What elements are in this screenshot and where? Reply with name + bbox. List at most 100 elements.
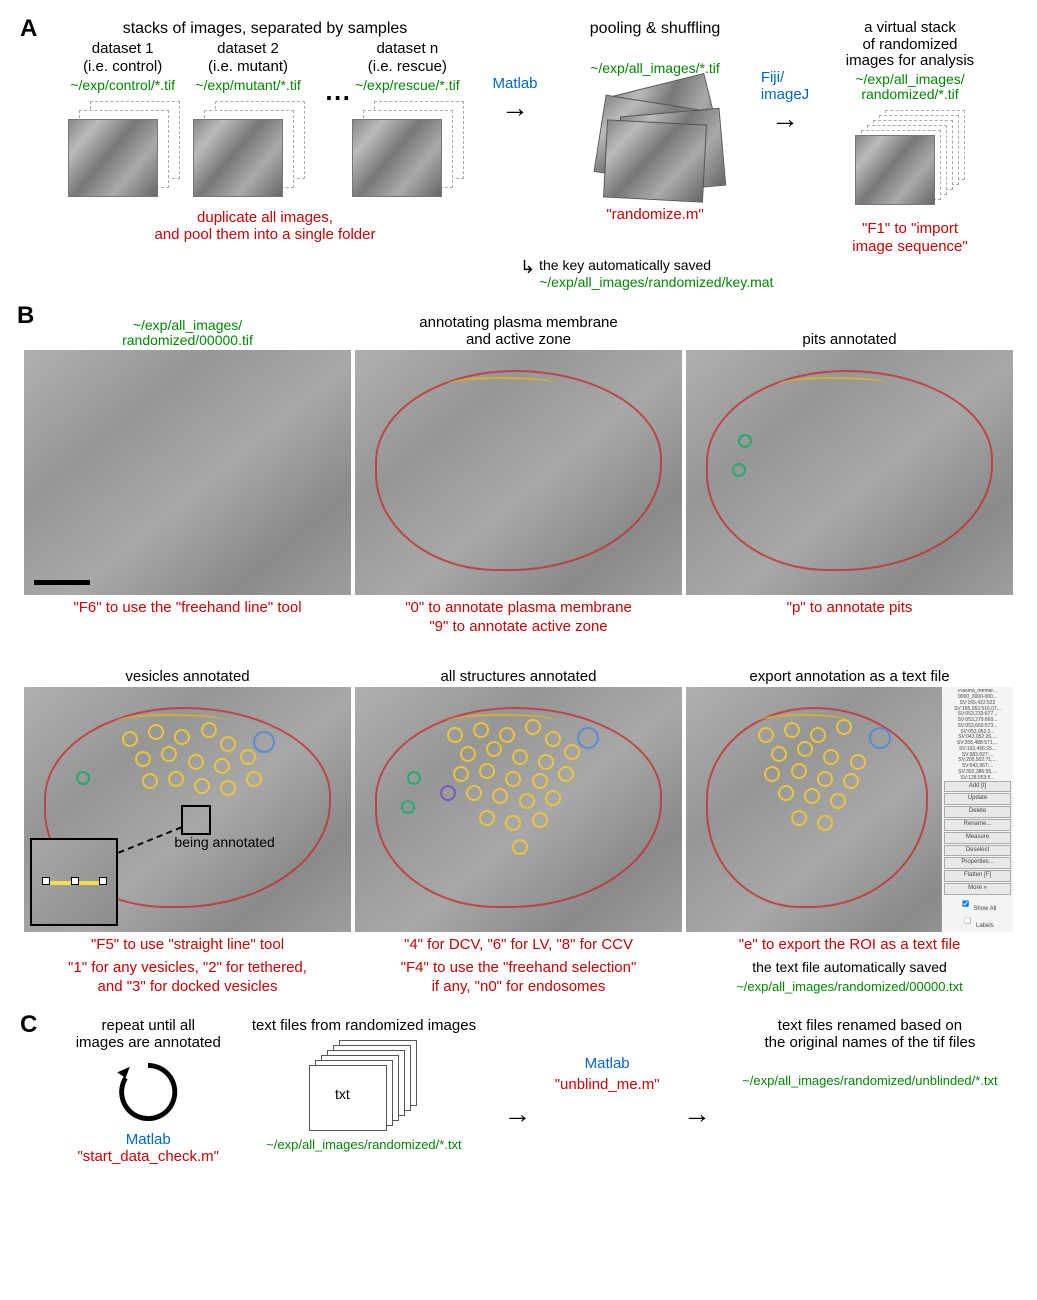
roi-button[interactable]: Add [t]: [944, 781, 1011, 793]
roi-button[interactable]: Properties...: [944, 857, 1011, 869]
vesicle-marker: [810, 727, 826, 743]
roi-button[interactable]: Delete: [944, 806, 1011, 818]
b-r2c2-bot2: "F4" to use the "freehand selection" if …: [355, 959, 682, 997]
c-col2-path: ~/exp/all_images/randomized/*.txt: [236, 1137, 491, 1152]
being-annotated-label: being annotated: [174, 834, 274, 850]
arrow-1: →: [501, 92, 529, 124]
c-col4-top: text files renamed based on the original…: [723, 1017, 1017, 1052]
callout-box: [181, 805, 211, 835]
vesicle-marker: [240, 749, 256, 765]
em-img-all: [355, 687, 682, 932]
randomize-script: "randomize.m": [560, 206, 750, 223]
panel-b-letter: B: [17, 302, 34, 330]
vesicle-marker: [823, 749, 839, 765]
vesicle-marker: [791, 763, 807, 779]
vesicle-marker: [532, 773, 548, 789]
pit-marker: [738, 434, 752, 448]
roi-showall: Show All: [973, 906, 996, 912]
arrow-c2: →: [671, 1098, 723, 1130]
dsn-stack: [352, 101, 462, 201]
membrane-outline-4: [375, 707, 663, 908]
pit-marker: [76, 771, 90, 785]
vesicle-marker: [545, 790, 561, 806]
b-r2c2-bot1: "4" for DCV, "6" for LV, "8" for CCV: [355, 936, 682, 955]
c-col2-top: text files from randomized images: [236, 1017, 491, 1034]
b-r2c3-path: ~/exp/all_images/randomized/00000.txt: [686, 979, 1013, 995]
roi-button[interactable]: Measure: [944, 832, 1011, 844]
arrow-c1: →: [491, 1098, 543, 1130]
c-col4-path: ~/exp/all_images/randomized/unblinded/*.…: [723, 1073, 1017, 1088]
scale-bar: [34, 580, 90, 585]
vesicle-marker: [564, 744, 580, 760]
dup-note: duplicate all images, and pool them into…: [60, 209, 470, 243]
pool-pile: [585, 82, 725, 202]
pit-marker: [407, 771, 421, 785]
b-r1c3-top: pits annotated: [802, 331, 896, 348]
vesicle-marker: [817, 771, 833, 787]
ds2-title: dataset 2 (i.e. mutant): [185, 40, 310, 75]
b-r1c1-bot: "F6" to use the "freehand line" tool: [24, 599, 351, 618]
tool-fiji: Fiji/ imageJ: [761, 70, 809, 103]
tool-matlab-1: Matlab: [492, 75, 537, 92]
inset-handle: [42, 877, 50, 885]
roi-list: Plasma_membr...0000_0000-000...SV:165,42…: [944, 689, 1011, 779]
roi-button[interactable]: Update: [944, 793, 1011, 805]
roi-button[interactable]: Rename...: [944, 819, 1011, 831]
vesicle-marker: [201, 722, 217, 738]
membrane-outline-2: [706, 370, 994, 571]
dsn-title: dataset n (i.e. rescue): [345, 40, 470, 75]
panel-a: A stacks of images, separated by samples…: [20, 15, 1017, 290]
membrane-outline: [375, 370, 663, 571]
ds2-path: ~/exp/mutant/*.tif: [185, 77, 310, 93]
roi-button[interactable]: Deselect: [944, 845, 1011, 857]
b-r1c2-bot: "0" to annotate plasma membrane "9" to a…: [355, 599, 682, 637]
c-script-1: "start_data_check.m": [60, 1148, 236, 1165]
pit-marker: [732, 463, 746, 477]
vesicle-marker: [784, 722, 800, 738]
roi-labels: Labels: [976, 923, 994, 929]
vesicle-marker: [214, 758, 230, 774]
a-head-virtual: a virtual stack of randomized images for…: [820, 20, 1000, 70]
b-r2c2-top: all structures annotated: [441, 668, 597, 685]
ds1-stack: [68, 101, 178, 201]
roi-button[interactable]: More »: [944, 883, 1011, 895]
vesicle-marker: [142, 773, 158, 789]
panel-c: C repeat until all images are annotated …: [20, 1017, 1017, 1166]
pit-marker: [401, 800, 415, 814]
roi-button[interactable]: Flatten [F]: [944, 870, 1011, 882]
vesicle-marker: [532, 812, 548, 828]
em-img-membrane: [355, 350, 682, 595]
vesicle-marker: [758, 727, 774, 743]
ds1-title: dataset 1 (i.e. control): [60, 40, 185, 75]
cycle-arrow-icon: [113, 1057, 183, 1127]
vesicle-marker: [791, 810, 807, 826]
inset-handle: [99, 877, 107, 885]
a-head-stacks: stacks of images, separated by samples: [60, 20, 470, 38]
key-path: ~/exp/all_images/randomized/key.mat: [539, 274, 773, 290]
b-r2c3-top: export annotation as a text file: [749, 668, 949, 685]
b-r1c3-bot: "p" to annotate pits: [686, 599, 1013, 618]
c-tool-matlab-2: Matlab: [543, 1055, 670, 1072]
b-r1c2-top: annotating plasma membrane and active zo…: [419, 314, 617, 349]
ds1-path: ~/exp/control/*.tif: [60, 77, 185, 93]
em-img-vesicles: being annotated: [24, 687, 351, 932]
vesicle-marker: [194, 778, 210, 794]
vesicle-marker: [778, 785, 794, 801]
em-img-raw: [24, 350, 351, 595]
b-r1c1-path: ~/exp/all_images/ randomized/00000.tif: [122, 318, 253, 349]
ds2-stack: [193, 101, 303, 201]
vesicle-marker: [512, 749, 528, 765]
lv-marker: [869, 727, 891, 749]
em-img-pits: [686, 350, 1013, 595]
rand-path: ~/exp/all_images/ randomized/*.tif: [820, 72, 1000, 103]
roi-manager-panel: Plasma_membr...0000_0000-000...SV:165,42…: [941, 687, 1013, 932]
txt-label: txt: [335, 1086, 350, 1102]
panel-c-letter: C: [20, 1011, 37, 1039]
b-r2c1-bot2: "1" for any vesicles, "2" for tethered, …: [24, 959, 351, 997]
vesicle-marker: [473, 722, 489, 738]
import-note: "F1" to "import image sequence": [820, 220, 1000, 255]
vesicle-marker: [460, 746, 476, 762]
vesicle-marker: [538, 754, 554, 770]
vesicle-marker: [168, 771, 184, 787]
a-head-pool: pooling & shuffling: [560, 20, 750, 38]
